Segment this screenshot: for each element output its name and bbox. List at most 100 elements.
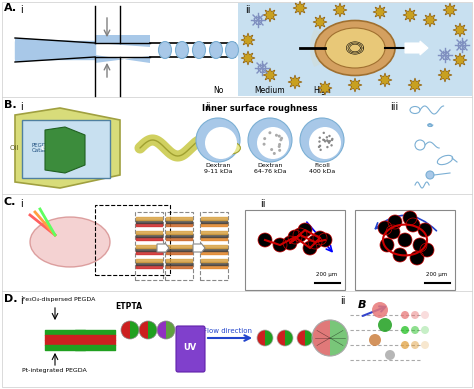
- Circle shape: [293, 228, 307, 242]
- Circle shape: [278, 145, 281, 148]
- Circle shape: [297, 5, 303, 12]
- Text: Dextran: Dextran: [41, 145, 69, 151]
- Circle shape: [309, 127, 341, 159]
- Circle shape: [331, 138, 334, 140]
- Circle shape: [401, 341, 409, 349]
- Text: Flow direction: Flow direction: [203, 328, 253, 334]
- Polygon shape: [95, 55, 150, 63]
- Circle shape: [326, 139, 328, 142]
- Circle shape: [288, 230, 302, 244]
- Circle shape: [263, 143, 265, 146]
- Circle shape: [273, 152, 276, 155]
- Text: Pt-integrated PEGDA: Pt-integrated PEGDA: [22, 368, 87, 373]
- Ellipse shape: [30, 217, 110, 267]
- Polygon shape: [45, 127, 85, 173]
- Circle shape: [324, 140, 327, 142]
- Wedge shape: [121, 321, 130, 339]
- Text: ii: ii: [205, 102, 210, 112]
- Circle shape: [292, 79, 299, 86]
- Circle shape: [270, 148, 273, 151]
- Circle shape: [447, 7, 454, 14]
- Circle shape: [321, 84, 328, 91]
- Circle shape: [318, 233, 332, 247]
- Circle shape: [266, 72, 273, 79]
- Ellipse shape: [210, 42, 222, 58]
- Circle shape: [308, 235, 322, 249]
- Ellipse shape: [315, 21, 395, 75]
- Text: Medium: Medium: [255, 86, 285, 95]
- Text: UV: UV: [183, 343, 197, 352]
- Text: C.: C.: [4, 197, 17, 207]
- Ellipse shape: [175, 42, 189, 58]
- Polygon shape: [318, 81, 332, 95]
- Circle shape: [331, 139, 333, 141]
- Text: High: High: [313, 86, 331, 95]
- Text: ETPTA: ETPTA: [115, 302, 142, 311]
- Bar: [95, 205, 170, 275]
- Text: A.: A.: [4, 3, 17, 13]
- Text: i: i: [20, 199, 23, 209]
- Circle shape: [317, 19, 323, 26]
- Ellipse shape: [220, 142, 240, 154]
- Text: i: i: [20, 5, 23, 15]
- Circle shape: [380, 238, 394, 252]
- Circle shape: [352, 82, 358, 89]
- Circle shape: [420, 243, 434, 257]
- Circle shape: [268, 131, 272, 134]
- Wedge shape: [310, 29, 355, 67]
- Circle shape: [411, 82, 419, 89]
- Polygon shape: [423, 13, 437, 27]
- Text: Inner surface roughness: Inner surface roughness: [202, 104, 318, 113]
- Circle shape: [372, 302, 388, 318]
- FancyArrow shape: [193, 243, 205, 253]
- Circle shape: [413, 238, 427, 252]
- Circle shape: [328, 140, 331, 142]
- Bar: [3, 3, 238, 96]
- Polygon shape: [263, 8, 277, 22]
- Circle shape: [273, 238, 287, 252]
- Wedge shape: [130, 321, 139, 339]
- Bar: [200, 212, 228, 280]
- Polygon shape: [373, 5, 387, 19]
- Wedge shape: [139, 321, 148, 339]
- Circle shape: [411, 311, 419, 319]
- Circle shape: [245, 54, 252, 61]
- Circle shape: [385, 350, 395, 360]
- Circle shape: [298, 223, 312, 237]
- Circle shape: [378, 221, 392, 235]
- Ellipse shape: [192, 42, 206, 58]
- Circle shape: [421, 311, 429, 319]
- Circle shape: [318, 140, 320, 143]
- Circle shape: [318, 146, 320, 148]
- Bar: [245, 210, 345, 290]
- Circle shape: [441, 72, 448, 79]
- Circle shape: [337, 7, 344, 14]
- FancyArrow shape: [15, 41, 95, 59]
- Circle shape: [322, 138, 325, 141]
- Wedge shape: [330, 320, 348, 356]
- Circle shape: [403, 211, 417, 225]
- Circle shape: [421, 341, 429, 349]
- Circle shape: [280, 137, 283, 140]
- Bar: [355, 210, 455, 290]
- Polygon shape: [453, 53, 467, 67]
- Polygon shape: [288, 75, 302, 89]
- Circle shape: [326, 136, 328, 138]
- Circle shape: [196, 118, 240, 162]
- Text: ii: ii: [340, 296, 346, 306]
- Circle shape: [369, 334, 381, 346]
- Circle shape: [376, 9, 383, 16]
- Bar: [3, 97, 203, 193]
- Circle shape: [427, 16, 434, 23]
- Ellipse shape: [226, 42, 238, 58]
- Circle shape: [411, 326, 419, 334]
- Wedge shape: [148, 321, 157, 339]
- Circle shape: [257, 127, 289, 159]
- Wedge shape: [297, 330, 305, 346]
- Bar: [165, 212, 193, 280]
- Circle shape: [456, 56, 464, 63]
- Circle shape: [378, 318, 392, 332]
- Circle shape: [401, 311, 409, 319]
- Polygon shape: [443, 3, 457, 17]
- Circle shape: [245, 37, 252, 44]
